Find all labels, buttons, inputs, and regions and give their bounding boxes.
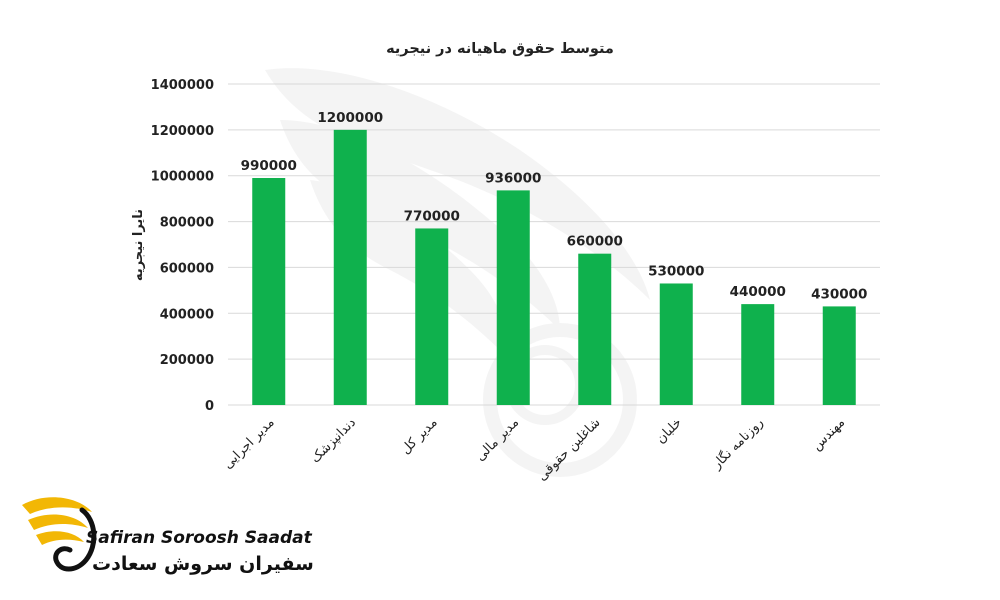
y-tick-label: 600000	[160, 261, 214, 276]
x-axis-categories: مدیر اجرایی دندانپزشک مدیر کل مدیر مالی شاغل…	[221, 415, 848, 485]
x-category-label: روزنامه نگار	[708, 415, 766, 473]
x-category-label: خلبان	[653, 415, 685, 447]
chart-title: متوسط حقوق ماهیانه در نیجریه	[386, 41, 614, 57]
y-tick-label: 800000	[160, 216, 214, 231]
data-label: 936000	[485, 170, 541, 186]
bar	[252, 178, 286, 405]
y-tick-label: 1200000	[151, 124, 214, 139]
y-tick-label: 400000	[160, 307, 214, 322]
bar	[415, 228, 449, 405]
x-category-label: مدیر اجرایی	[221, 415, 278, 472]
x-category-label: دندانپزشک	[308, 415, 359, 466]
bar	[578, 253, 612, 405]
y-tick-label: 1400000	[151, 78, 214, 93]
data-label: 660000	[567, 234, 623, 250]
y-axis-label: نایرا نیجریه	[131, 209, 146, 281]
brand-name-persian: سفیران سروش سعادت	[92, 553, 314, 575]
bar	[659, 283, 693, 405]
data-label: 430000	[811, 286, 867, 302]
bar	[822, 306, 856, 405]
y-axis-ticks: 0 200000 400000 600000 800000 1000000 1200000 1…	[151, 78, 214, 414]
data-label: 990000	[241, 158, 297, 174]
data-label: 770000	[404, 208, 460, 224]
y-tick-label: 1000000	[151, 170, 214, 185]
bar	[741, 304, 775, 405]
data-labels: 990000 1200000 770000 936000 660000 530000 440…	[241, 110, 868, 303]
bars	[252, 129, 856, 405]
brand-name-english: Safiran Soroosh Saadat	[86, 528, 312, 548]
y-tick-label: 200000	[160, 353, 214, 368]
y-tick-label: 0	[205, 399, 214, 414]
brand-wing-logo	[22, 497, 97, 572]
data-label: 530000	[648, 263, 704, 279]
bar	[333, 129, 367, 405]
data-label: 440000	[730, 284, 786, 300]
x-category-label: مهندس	[809, 415, 848, 454]
data-label: 1200000	[317, 110, 383, 126]
bar	[496, 190, 530, 405]
x-category-label: مدیر کل	[398, 415, 440, 457]
